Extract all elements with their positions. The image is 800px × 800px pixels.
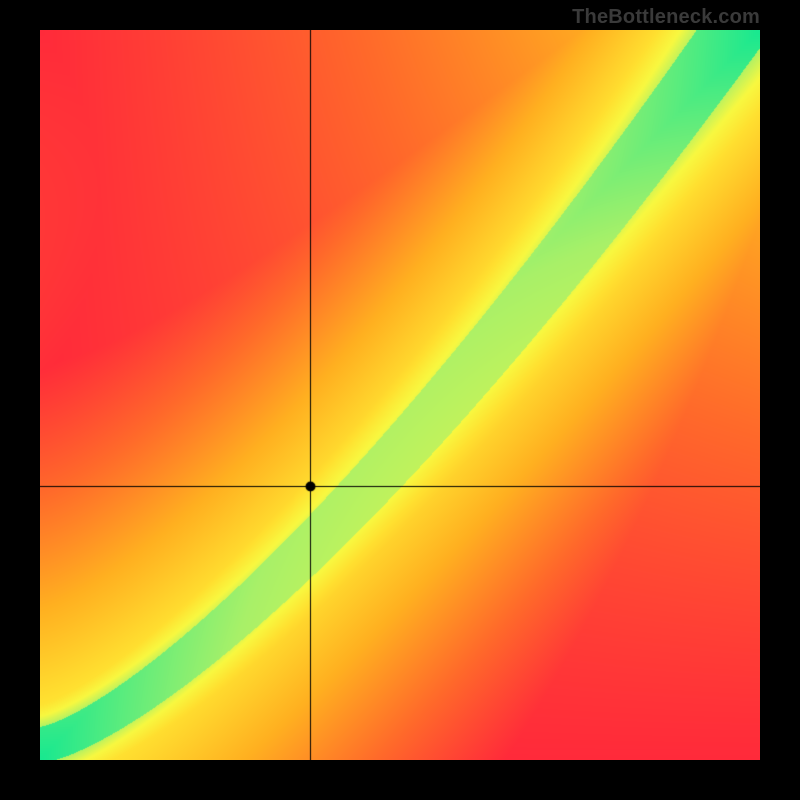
watermark-text: TheBottleneck.com <box>572 6 760 29</box>
bottleneck-heatmap <box>40 30 760 760</box>
chart-container: TheBottleneck.com <box>0 0 800 800</box>
